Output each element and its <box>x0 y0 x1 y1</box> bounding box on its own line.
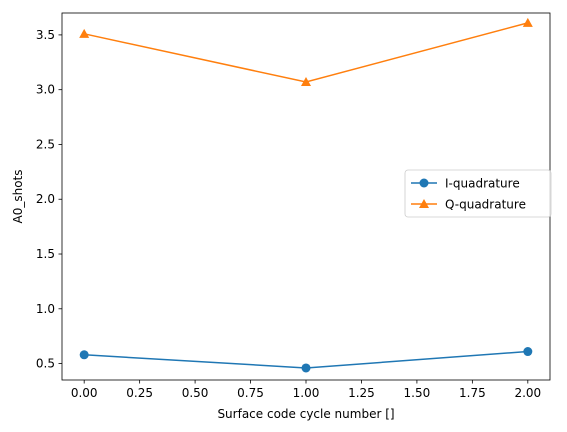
y-tick-label: 2.5 <box>36 137 55 151</box>
x-tick-label: 0.25 <box>126 386 153 400</box>
x-tick-label: 0.75 <box>237 386 264 400</box>
x-tick-label: 1.75 <box>459 386 486 400</box>
x-axis-label: Surface code cycle number [] <box>217 407 394 421</box>
y-tick-label: 1.5 <box>36 247 55 261</box>
x-tick-label: 0.50 <box>182 386 209 400</box>
x-tick-label: 1.50 <box>404 386 431 400</box>
series-1 <box>79 347 533 373</box>
x-axis-ticks: 0.00 0.25 0.50 0.75 1.00 1.25 1.50 1.75 2.00 <box>71 380 541 400</box>
x-tick-label: 2.00 <box>514 386 541 400</box>
x-tick-label: 1.00 <box>293 386 320 400</box>
legend-box <box>404 169 552 218</box>
data-point <box>301 77 311 87</box>
series-layer <box>79 17 533 373</box>
y-axis-label: A0_shots <box>11 170 25 224</box>
x-tick-label: 1.25 <box>348 386 375 400</box>
y-tick-label: 2.0 <box>36 192 55 206</box>
x-tick-label: 0.00 <box>71 386 98 400</box>
legend-item: Q-quadrature <box>411 198 526 212</box>
legend-marker <box>419 178 429 188</box>
y-tick-label: 1.0 <box>36 302 55 316</box>
legend-label: I-quadrature <box>445 177 520 191</box>
legend-label: Q-quadrature <box>445 198 526 212</box>
data-point <box>79 28 90 38</box>
y-axis-ticks: 0.5 1.0 1.5 2.0 2.5 3.0 3.5 <box>36 28 62 371</box>
data-point <box>301 363 311 373</box>
data-point <box>79 350 89 360</box>
y-tick-label: 3.5 <box>36 28 55 42</box>
y-tick-label: 3.0 <box>36 83 55 97</box>
y-tick-label: 0.5 <box>36 357 55 371</box>
data-point <box>522 17 533 27</box>
legend: I-quadrature Q-quadrature <box>404 169 552 218</box>
data-point <box>523 347 533 357</box>
legend-item: I-quadrature <box>411 177 520 191</box>
legend-items: I-quadrature Q-quadrature <box>411 177 526 212</box>
legend-marker <box>419 199 429 208</box>
series-2 <box>79 17 533 87</box>
